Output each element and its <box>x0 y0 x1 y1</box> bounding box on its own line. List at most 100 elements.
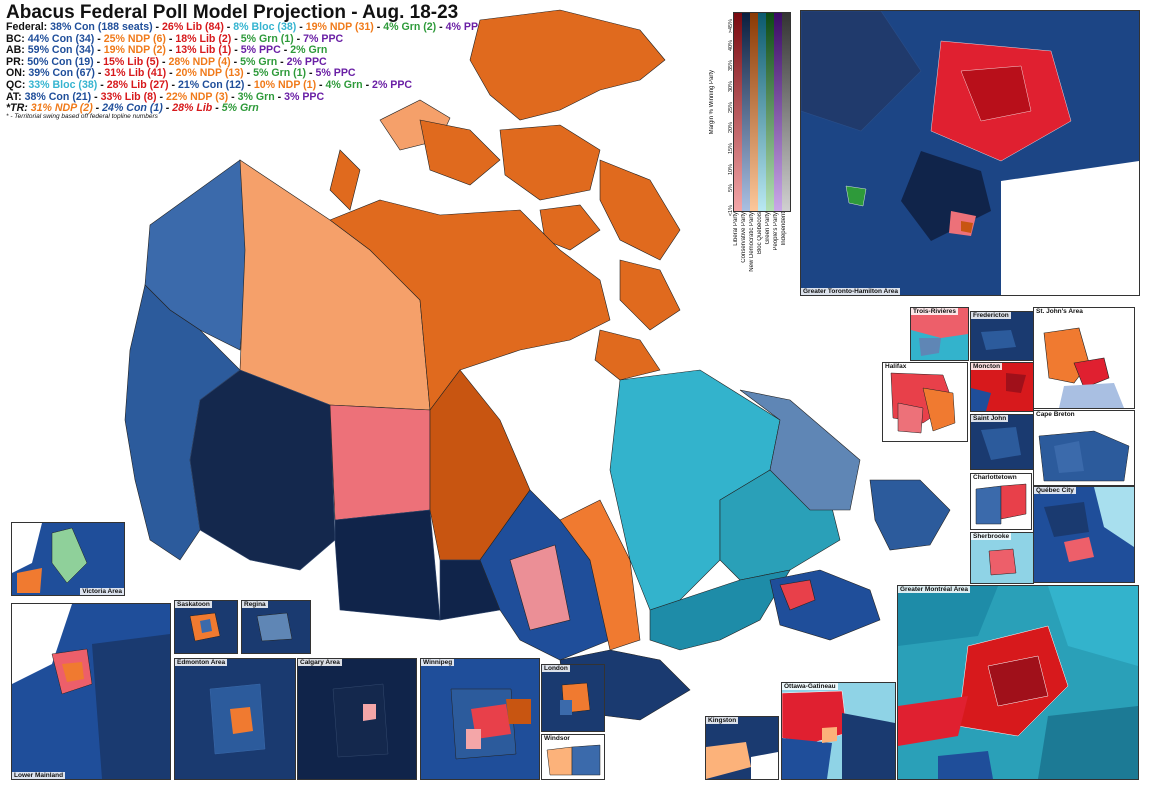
results-party-figure: 59% Con (34) <box>27 44 95 57</box>
inset-kingston: Kingston <box>705 716 779 780</box>
results-party-figure: 3% Grn <box>237 90 275 103</box>
results-row-label: AB: <box>6 44 28 57</box>
results-row: ON: 39% Con (67) - 31% Lib (41) - 20% ND… <box>6 67 356 80</box>
inset-label-trois-rivieres: Trois-Rivières <box>911 308 958 315</box>
results-party-figure: 28% NDP (4) <box>168 55 231 68</box>
results-party-figure: 28% Lib (27) <box>106 78 169 91</box>
inset-charlottetown: Charlottetown <box>970 473 1032 530</box>
arctic-islands <box>329 9 681 381</box>
inset-quebec-city: Québec City <box>1033 486 1135 583</box>
results-party-figure: 5% Grn <box>240 55 278 68</box>
results-row: AB: 59% Con (34) - 19% NDP (2) - 13% Lib… <box>6 44 328 57</box>
results-party-figure: 2% Grn <box>290 44 328 57</box>
legend-party-names: Liberal Party Conservative Party New Democ… <box>733 212 793 292</box>
results-row: QC: 33% Bloc (38) - 28% Lib (27) - 21% C… <box>6 78 413 91</box>
labrador-region <box>739 389 861 511</box>
sask-south-region <box>334 509 441 621</box>
results-party-figure: 21% Con (12) <box>177 78 245 91</box>
results-party-figure: 18% Lib (2) <box>175 32 232 45</box>
inset-label-halifax: Halifax <box>883 363 909 370</box>
results-party-figure: 8% Bloc (38) <box>233 21 297 33</box>
results-row-label: *TR: <box>6 102 31 115</box>
results-row-label: BC: <box>6 32 28 45</box>
inset-ottawa: Ottawa-Gatineau <box>781 682 896 780</box>
inset-label-lower-mainland: Lower Mainland <box>12 772 66 779</box>
inset-calgary: Calgary Area <box>297 658 417 780</box>
inset-label-kingston: Kingston <box>706 717 739 724</box>
results-row: Federal: 38% Con (188 seats) - 26% Lib (… <box>6 21 486 33</box>
results-row-label: Federal: <box>6 21 51 33</box>
results-party-figure: 10% NDP (1) <box>253 78 317 91</box>
inset-label-regina: Regina <box>242 601 268 608</box>
results-party-figure: 2% PPC <box>372 78 413 91</box>
inset-windsor: Windsor <box>541 734 605 780</box>
quebec-south-region <box>649 569 791 651</box>
results-row: *TR: 31% NDP (2) - 24% Con (1) - 28% Lib… <box>6 102 259 115</box>
inset-toronto: Greater Toronto-Hamilton Area <box>800 10 1140 296</box>
footnote: * - Territorial swing based off federal … <box>6 113 158 120</box>
legend-color-column <box>782 13 790 211</box>
results-party-figure: 25% NDP (6) <box>103 32 166 45</box>
results-party-figure: 26% Lib (84) <box>162 21 224 33</box>
inset-label-moncton: Moncton <box>971 363 1003 370</box>
inset-fredericton: Fredericton <box>970 311 1034 361</box>
results-row: PR: 50% Con (19) - 15% Lib (5) - 28% NDP… <box>6 55 327 68</box>
results-party-figure: 13% Lib (1) <box>175 44 232 57</box>
results-party-figure: 44% Con (34) <box>27 32 95 45</box>
inset-sherbrooke: Sherbrooke <box>970 532 1034 584</box>
legend-party-name: Green Party <box>765 212 771 245</box>
results-party-figure: 33% Lib (8) <box>100 90 157 103</box>
inset-moncton: Moncton <box>970 362 1034 412</box>
results-party-figure: 31% Lib (41) <box>104 67 167 80</box>
inset-label-calgary: Calgary Area <box>298 659 342 666</box>
ontario-kenora-region <box>509 544 571 631</box>
inset-trois-rivieres: Trois-Rivières <box>910 307 969 361</box>
inset-label-quebec-city: Québec City <box>1034 487 1076 494</box>
inset-cape-breton: Cape Breton <box>1033 410 1135 486</box>
nunavut-region <box>329 199 611 411</box>
inset-label-windsor: Windsor <box>542 735 572 742</box>
results-party-figure: 50% Con (19) <box>27 55 94 68</box>
results-party-figure: 7% PPC <box>303 32 344 45</box>
results-row-label: PR: <box>6 55 28 68</box>
newfoundland-region <box>869 479 951 551</box>
inset-label-edmonton: Edmonton Area <box>175 659 228 666</box>
results-party-figure: 20% NDP (13) <box>175 67 244 80</box>
inset-label-st-johns: St. John's Area <box>1034 308 1085 315</box>
results-party-figure: 5% PPC <box>240 44 281 57</box>
inset-label-fredericton: Fredericton <box>971 312 1011 319</box>
legend-color-column <box>750 13 758 211</box>
legend-party-name: Independent <box>781 212 787 246</box>
inset-label-winnipeg: Winnipeg <box>421 659 455 666</box>
inset-label-london: London <box>542 665 570 672</box>
results-row: AT: 38% Con (21) - 33% Lib (8) - 22% NDP… <box>6 90 325 103</box>
nwt-region <box>239 159 431 411</box>
results-party-figure: 39% Con (67) <box>28 67 95 80</box>
inset-victoria: Victoria Area <box>11 522 125 596</box>
legend-color-column <box>774 13 782 211</box>
maritimes-region <box>769 569 881 641</box>
inset-lower-mainland: Lower Mainland <box>11 603 171 780</box>
nb-liberal-region <box>779 579 816 611</box>
inset-saint-john: Saint John <box>970 414 1034 470</box>
results-row: BC: 44% Con (34) - 25% NDP (6) - 18% Lib… <box>6 32 344 45</box>
results-row-label: AT: <box>6 90 25 103</box>
results-party-figure: 4% PPC <box>445 21 486 33</box>
inset-winnipeg: Winnipeg <box>420 658 540 780</box>
results-party-figure: 22% NDP (3) <box>165 90 229 103</box>
results-party-figure: 24% Con (1) <box>102 102 163 115</box>
inset-halifax: Halifax <box>882 362 968 442</box>
results-party-figure: 3% PPC <box>284 90 325 103</box>
map-title: Abacus Federal Poll Model Projection - A… <box>6 2 459 23</box>
legend-color-column <box>758 13 766 211</box>
legend-axis: <1% 5% 10% 15% 20% 25% 30% 35% 40% >45% <box>711 12 734 216</box>
inset-label-ottawa: Ottawa-Gatineau <box>782 683 838 690</box>
inset-label-sherbrooke: Sherbrooke <box>971 533 1012 540</box>
inset-edmonton: Edmonton Area <box>174 658 296 780</box>
results-party-figure: 19% NDP (31) <box>305 21 374 33</box>
results-party-figure: 38% Con (21) <box>24 90 92 103</box>
ontario-east-ndp-region <box>559 499 641 651</box>
inset-label-cape-breton: Cape Breton <box>1034 411 1077 418</box>
legend-color-column <box>734 13 742 211</box>
